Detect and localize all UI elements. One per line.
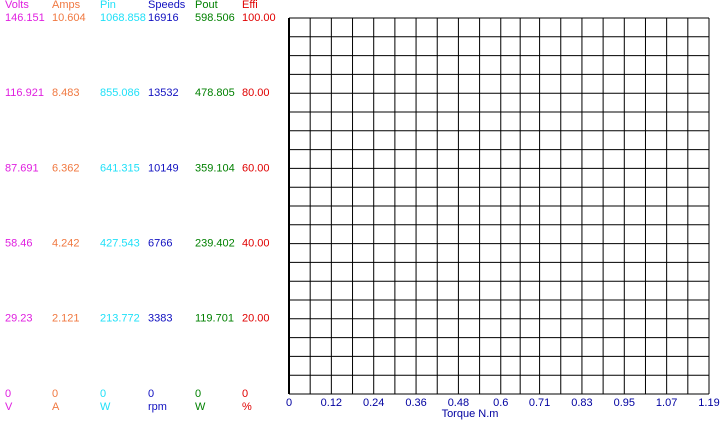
y-tick-label: 10.604	[52, 12, 86, 24]
y-tick-label: 13532	[148, 87, 179, 99]
y-tick-label: 6.362	[52, 162, 80, 174]
y-tick-label: 0	[195, 388, 201, 400]
y-tick-label: 16916	[148, 12, 179, 24]
x-tick-label: 1.07	[656, 397, 677, 409]
x-axis-label: Torque N.m	[442, 408, 499, 420]
x-tick-label: 1.19	[698, 397, 719, 409]
axis-unit: V	[5, 401, 13, 413]
y-tick-label: 119.701	[195, 313, 234, 325]
axis-name: Pin	[100, 0, 116, 11]
y-tick-label: 0	[5, 388, 11, 400]
y-tick-label: 0	[242, 388, 248, 400]
y-tick-label: 146.151	[5, 12, 45, 24]
y-tick-label: 60.00	[242, 162, 270, 174]
x-tick-label: 0.71	[529, 397, 550, 409]
y-tick-label: 2.121	[52, 313, 80, 325]
y-tick-label: 87.691	[5, 162, 39, 174]
axis-unit: rpm	[148, 401, 167, 413]
y-tick-label: 29.23	[5, 313, 33, 325]
y-tick-label: 6766	[148, 238, 172, 250]
x-tick-label: 0.48	[448, 397, 469, 409]
y-tick-label: 213.772	[100, 313, 140, 325]
axis-unit: W	[195, 401, 206, 413]
y-tick-label: 1068.858	[100, 12, 146, 24]
y-tick-label: 641.315	[100, 162, 140, 174]
x-tick-label: 0.36	[405, 397, 426, 409]
x-tick-label: 0.83	[571, 397, 592, 409]
y-tick-label: 40.00	[242, 238, 270, 250]
y-tick-label: 10149	[148, 162, 179, 174]
x-tick-label: 0	[286, 397, 292, 409]
y-tick-label: 116.921	[5, 87, 44, 99]
axis-unit: A	[52, 401, 60, 413]
x-tick-label: 0.95	[614, 397, 635, 409]
y-tick-label: 0	[100, 388, 106, 400]
y-tick-label: 598.506	[195, 12, 235, 24]
x-tick-label: 0.24	[363, 397, 384, 409]
y-tick-label: 3383	[148, 313, 172, 325]
y-tick-label: 478.805	[195, 87, 235, 99]
y-tick-label: 20.00	[242, 313, 270, 325]
y-tick-label: 100.00	[242, 12, 276, 24]
y-tick-label: 0	[148, 388, 154, 400]
x-tick-label: 0.12	[321, 397, 342, 409]
x-tick-label: 0.6	[493, 397, 508, 409]
y-tick-label: 359.104	[195, 162, 235, 174]
axis-name: Effi	[242, 0, 258, 11]
y-tick-label: 855.086	[100, 87, 140, 99]
axis-name: Pout	[195, 0, 218, 11]
y-tick-label: 239.402	[195, 238, 235, 250]
axis-name: Speeds	[148, 0, 186, 11]
axis-name: Volts	[5, 0, 29, 11]
axis-unit: W	[100, 401, 111, 413]
y-tick-label: 80.00	[242, 87, 270, 99]
y-tick-label: 58.46	[5, 238, 33, 250]
y-tick-label: 0	[52, 388, 58, 400]
y-tick-label: 8.483	[52, 87, 80, 99]
axis-unit: %	[242, 401, 252, 413]
y-tick-label: 4.242	[52, 237, 80, 249]
axis-name: Amps	[52, 0, 81, 11]
y-tick-label: 427.543	[100, 238, 140, 250]
